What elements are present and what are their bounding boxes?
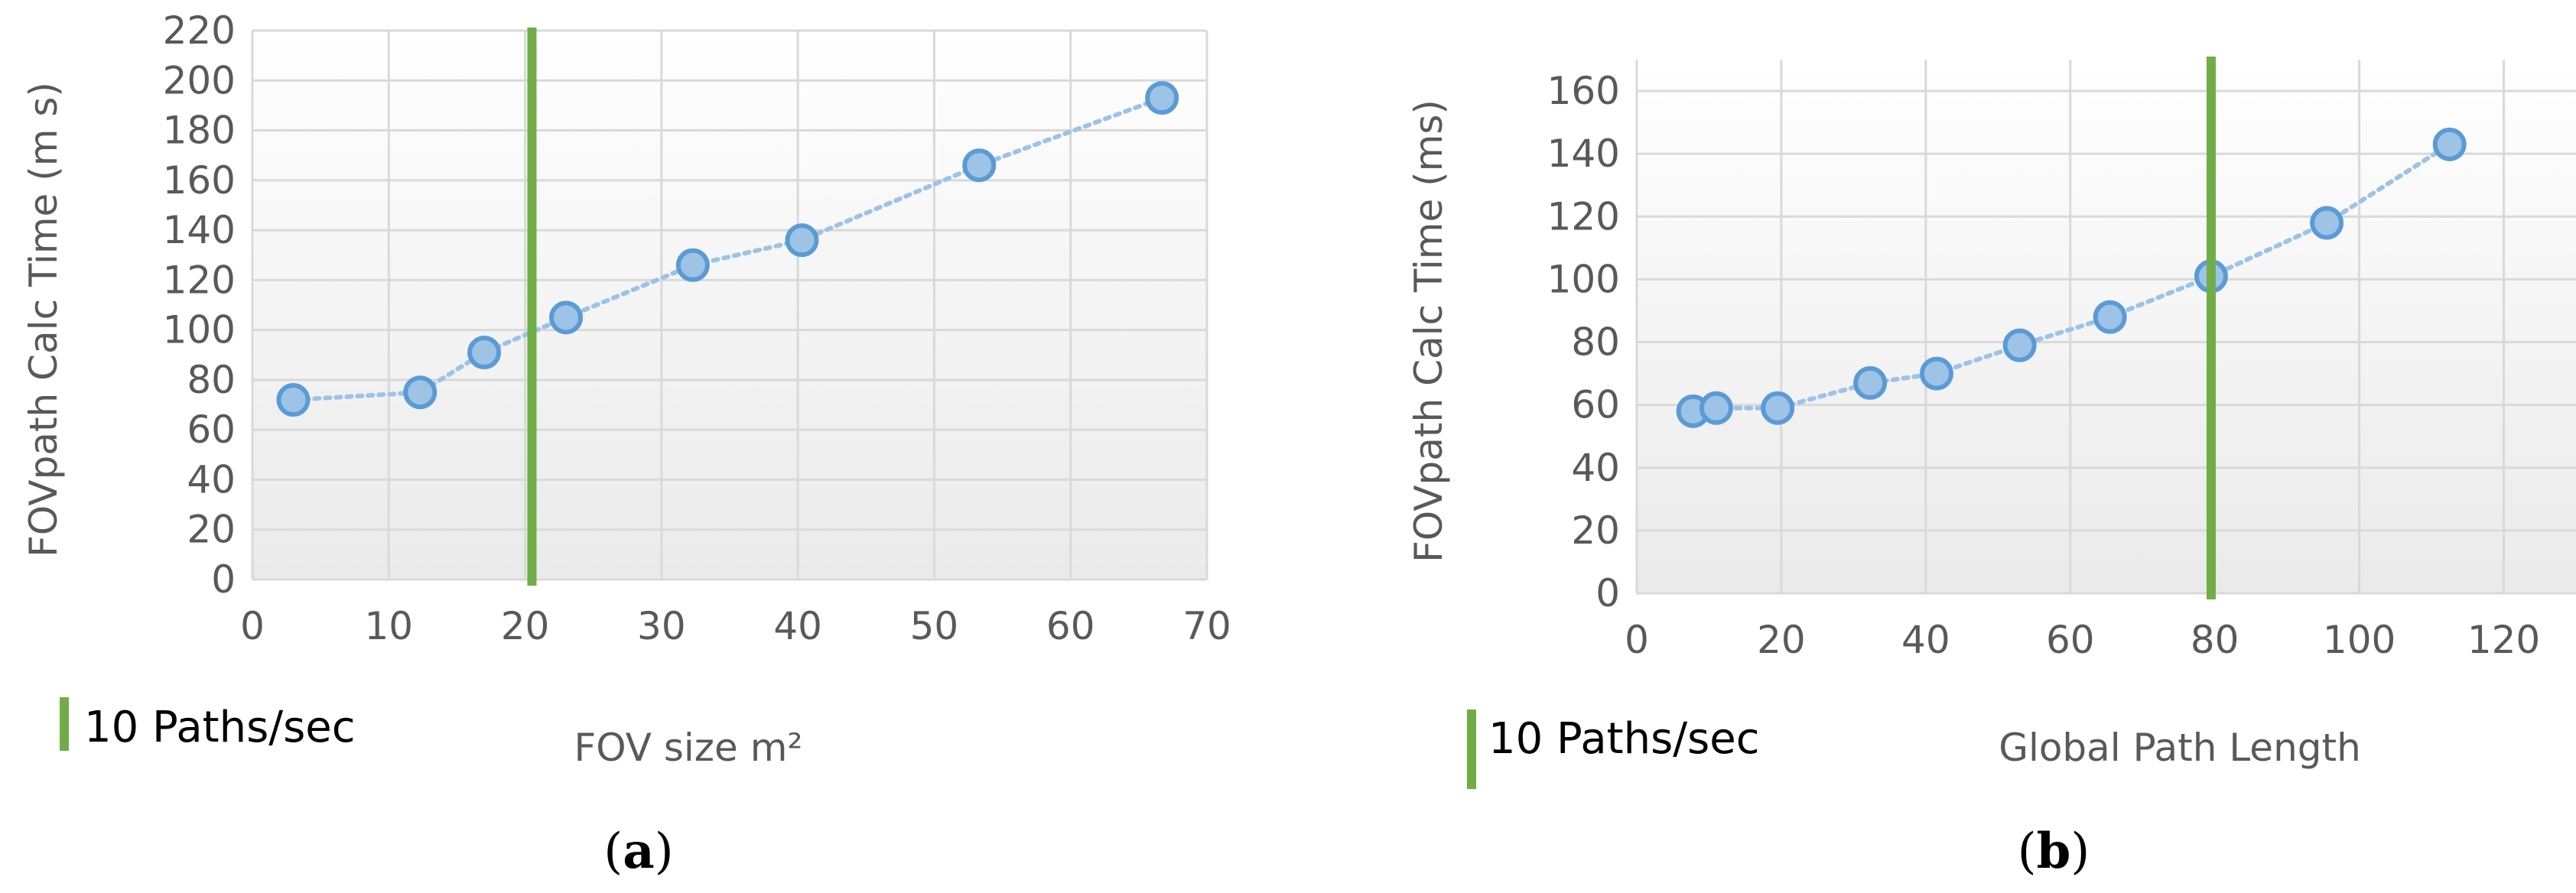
chart-a-caption: (a) <box>603 823 673 880</box>
chart-b-y-axis-label: FOVpath Calc Time (ms) <box>1407 99 1451 563</box>
b-y-tick-label: 40 <box>1571 446 1620 490</box>
a-y-tick-label: 40 <box>187 457 236 502</box>
a-y-tick-label: 180 <box>163 109 236 153</box>
b-data-point <box>1761 391 1795 425</box>
a-y-tick-label: 220 <box>163 8 236 53</box>
chart-b-series <box>1676 127 2467 428</box>
b-x-tick-label: 120 <box>2467 618 2540 662</box>
a-data-point <box>785 223 819 258</box>
chart-b-x-ticks: 0 20 40 60 80 100 120 <box>1625 618 2540 662</box>
b-y-tick-label: 20 <box>1571 508 1620 553</box>
b-y-tick-label: 160 <box>1547 69 1620 113</box>
chart-a-gridlines <box>251 29 1208 581</box>
chart-b-legend-swatch <box>1467 710 1476 789</box>
a-x-tick-label: 40 <box>773 604 822 648</box>
b-data-point <box>1699 391 1733 425</box>
b-series-line <box>1690 141 2452 414</box>
chart-a-legend-swatch <box>60 697 69 751</box>
a-y-tick-label: 0 <box>211 557 236 602</box>
b-y-tick-label: 140 <box>1547 132 1620 176</box>
b-y-tick-label: 60 <box>1571 383 1620 427</box>
b-data-point <box>2432 127 2467 161</box>
chart-a-x-ticks: 0 10 20 30 40 50 60 70 <box>240 604 1231 648</box>
chart-b-y-ticks: 0 20 40 60 80 100 120 140 160 <box>1547 69 1620 615</box>
a-y-tick-label: 120 <box>163 258 236 302</box>
a-y-tick-label: 160 <box>163 158 236 203</box>
a-y-tick-label: 100 <box>163 308 236 352</box>
a-x-tick-label: 70 <box>1182 604 1231 648</box>
a-data-point <box>962 148 997 183</box>
a-x-tick-label: 60 <box>1046 604 1095 648</box>
a-data-point <box>1145 81 1179 115</box>
chart-b-x-axis-label: Global Path Length <box>1999 726 2361 770</box>
b-x-tick-label: 40 <box>1901 618 1950 662</box>
chart-a-plot-area <box>252 31 1207 580</box>
b-y-tick-label: 120 <box>1547 194 1620 239</box>
chart-a-legend-label: 10 Paths/sec <box>84 703 356 752</box>
b-data-point <box>2310 206 2344 240</box>
a-x-tick-label: 10 <box>364 604 413 648</box>
b-x-tick-label: 80 <box>2191 618 2239 662</box>
a-x-tick-label: 50 <box>910 604 959 648</box>
a-y-tick-label: 80 <box>187 358 236 402</box>
a-y-tick-label: 60 <box>187 408 236 452</box>
a-x-tick-label: 30 <box>637 604 686 648</box>
chart-a-y-axis-label: FOVpath Calc Time (m s) <box>21 82 66 557</box>
chart-b-caption-letter: b <box>2037 823 2071 880</box>
a-data-point <box>549 300 584 335</box>
chart-a-y-ticks: 0 20 40 60 80 100 120 140 160 180 200 220 <box>163 8 236 602</box>
chart-b-legend-label: 10 Paths/sec <box>1488 714 1760 764</box>
chart-a-series <box>276 81 1179 417</box>
b-x-tick-label: 100 <box>2323 618 2395 662</box>
a-data-point <box>403 375 437 410</box>
a-x-tick-label: 20 <box>501 604 550 648</box>
chart-b: 0 20 40 60 80 100 120 140 160 0 20 40 60 80 100 120 FO… <box>1407 57 2576 880</box>
chart-a-x-axis-label: FOV size m² <box>574 726 803 770</box>
b-y-tick-label: 100 <box>1547 257 1620 301</box>
b-x-tick-label: 0 <box>1625 618 1649 662</box>
b-data-point <box>1853 365 1888 400</box>
b-y-tick-label: 0 <box>1595 571 1620 615</box>
b-data-point <box>1920 356 1954 391</box>
a-data-point <box>276 383 311 417</box>
chart-a-caption-letter: a <box>623 823 654 880</box>
b-x-tick-label: 20 <box>1757 618 1806 662</box>
b-y-tick-label: 80 <box>1571 320 1620 365</box>
chart-b-caption: (b) <box>2018 823 2090 880</box>
a-y-tick-label: 200 <box>163 58 236 102</box>
a-data-point <box>675 248 710 282</box>
a-x-tick-label: 0 <box>240 604 265 648</box>
b-data-point <box>2002 328 2037 362</box>
chart-a: 0 20 40 60 80 100 120 140 160 180 200 220 0 10 20 30 40… <box>21 8 1231 880</box>
a-y-tick-label: 140 <box>163 208 236 252</box>
b-x-tick-label: 60 <box>2046 618 2095 662</box>
b-data-point <box>2093 300 2127 334</box>
a-y-tick-label: 20 <box>187 508 236 552</box>
a-data-point <box>467 336 502 370</box>
